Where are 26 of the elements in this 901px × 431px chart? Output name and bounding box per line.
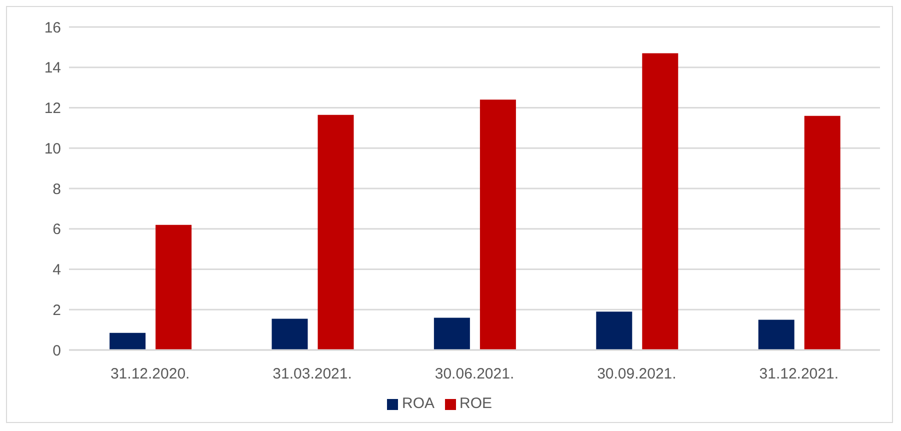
bar	[642, 53, 678, 350]
y-tick-label: 12	[44, 100, 61, 118]
bar	[156, 224, 192, 350]
bar	[110, 332, 146, 350]
legend-label: ROE	[460, 395, 492, 412]
bar	[480, 100, 516, 350]
y-tick-label: 14	[44, 60, 61, 77]
bar	[272, 318, 308, 350]
x-tick-label: 31.03.2021.	[272, 366, 352, 383]
x-tick-label: 30.09.2021.	[597, 366, 676, 383]
bar	[596, 312, 632, 350]
bar	[758, 320, 794, 350]
y-tick-label: 10	[44, 140, 61, 158]
bar	[318, 114, 354, 350]
y-tick-label: 2	[52, 302, 61, 319]
x-tick-label: 31.12.2020.	[110, 366, 190, 383]
y-tick-label: 8	[52, 180, 61, 198]
y-tick-label: 16	[44, 19, 61, 36]
legend-label: ROA	[402, 395, 434, 412]
x-tick-label: 30.06.2021.	[434, 366, 514, 383]
y-tick-label: 4	[52, 262, 61, 279]
x-tick-label: 31.12.2021.	[759, 366, 839, 383]
bar	[804, 116, 840, 350]
y-tick-label: 0	[52, 342, 61, 360]
y-tick-label: 6	[52, 221, 61, 238]
bar	[434, 318, 470, 350]
